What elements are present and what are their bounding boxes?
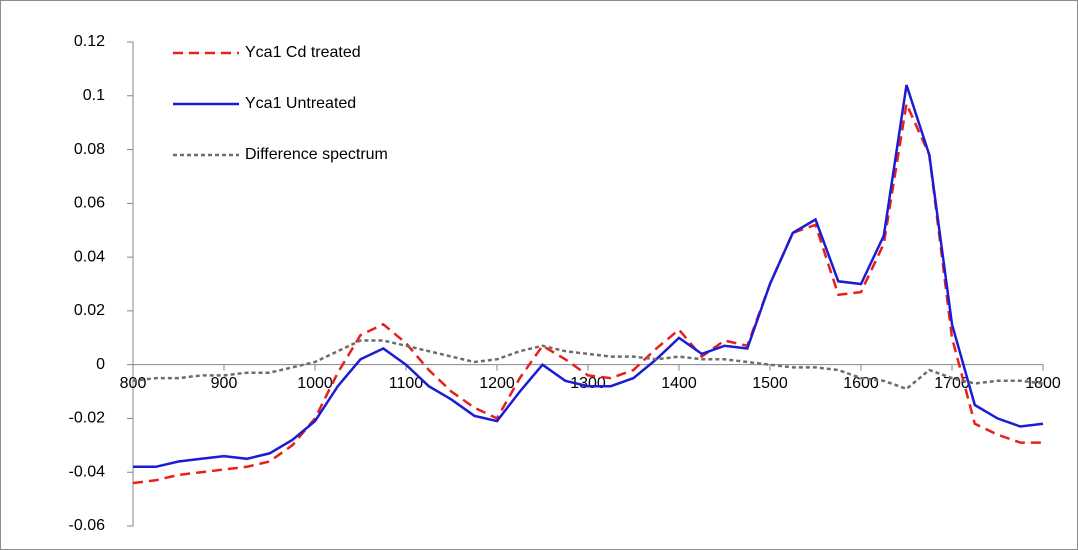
y-tick-label: -0.02 <box>69 410 106 427</box>
x-tick-label: 1300 <box>570 375 606 392</box>
y-tick-label: 0.08 <box>74 141 105 158</box>
x-tick-label: 1700 <box>934 375 970 392</box>
y-tick-label: 0.12 <box>74 33 105 50</box>
x-tick-label: 1400 <box>661 375 697 392</box>
series-line <box>132 99 1043 485</box>
series-line <box>132 339 1044 391</box>
x-tick-label: 1100 <box>389 375 424 392</box>
legend-label: Difference spectrum <box>245 146 388 163</box>
x-tick-label: 1500 <box>752 375 788 392</box>
legend-label: Yca1 Untreated <box>245 95 356 112</box>
y-tick-label: -0.04 <box>69 463 106 480</box>
legend-label: Yca1 Cd treated <box>245 44 361 61</box>
y-tick-label: 0.06 <box>74 195 105 212</box>
y-tick-label: 0.1 <box>83 87 105 104</box>
series-line <box>133 84 1044 469</box>
x-tick-label: 1800 <box>1025 375 1061 392</box>
y-tick-label: 0.04 <box>74 248 105 265</box>
x-tick-label: 1000 <box>297 375 333 392</box>
y-tick-label: 0.02 <box>74 302 105 319</box>
y-tick-label: -0.06 <box>69 517 106 534</box>
x-tick-label: 1200 <box>479 375 515 392</box>
x-tick-label: 800 <box>120 375 147 392</box>
x-tick-label: 900 <box>211 375 238 392</box>
y-tick-label: 0 <box>96 356 105 373</box>
